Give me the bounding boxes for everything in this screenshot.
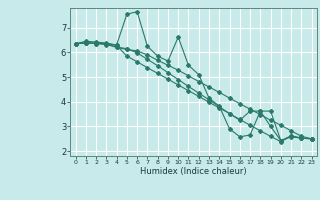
X-axis label: Humidex (Indice chaleur): Humidex (Indice chaleur) — [140, 167, 247, 176]
